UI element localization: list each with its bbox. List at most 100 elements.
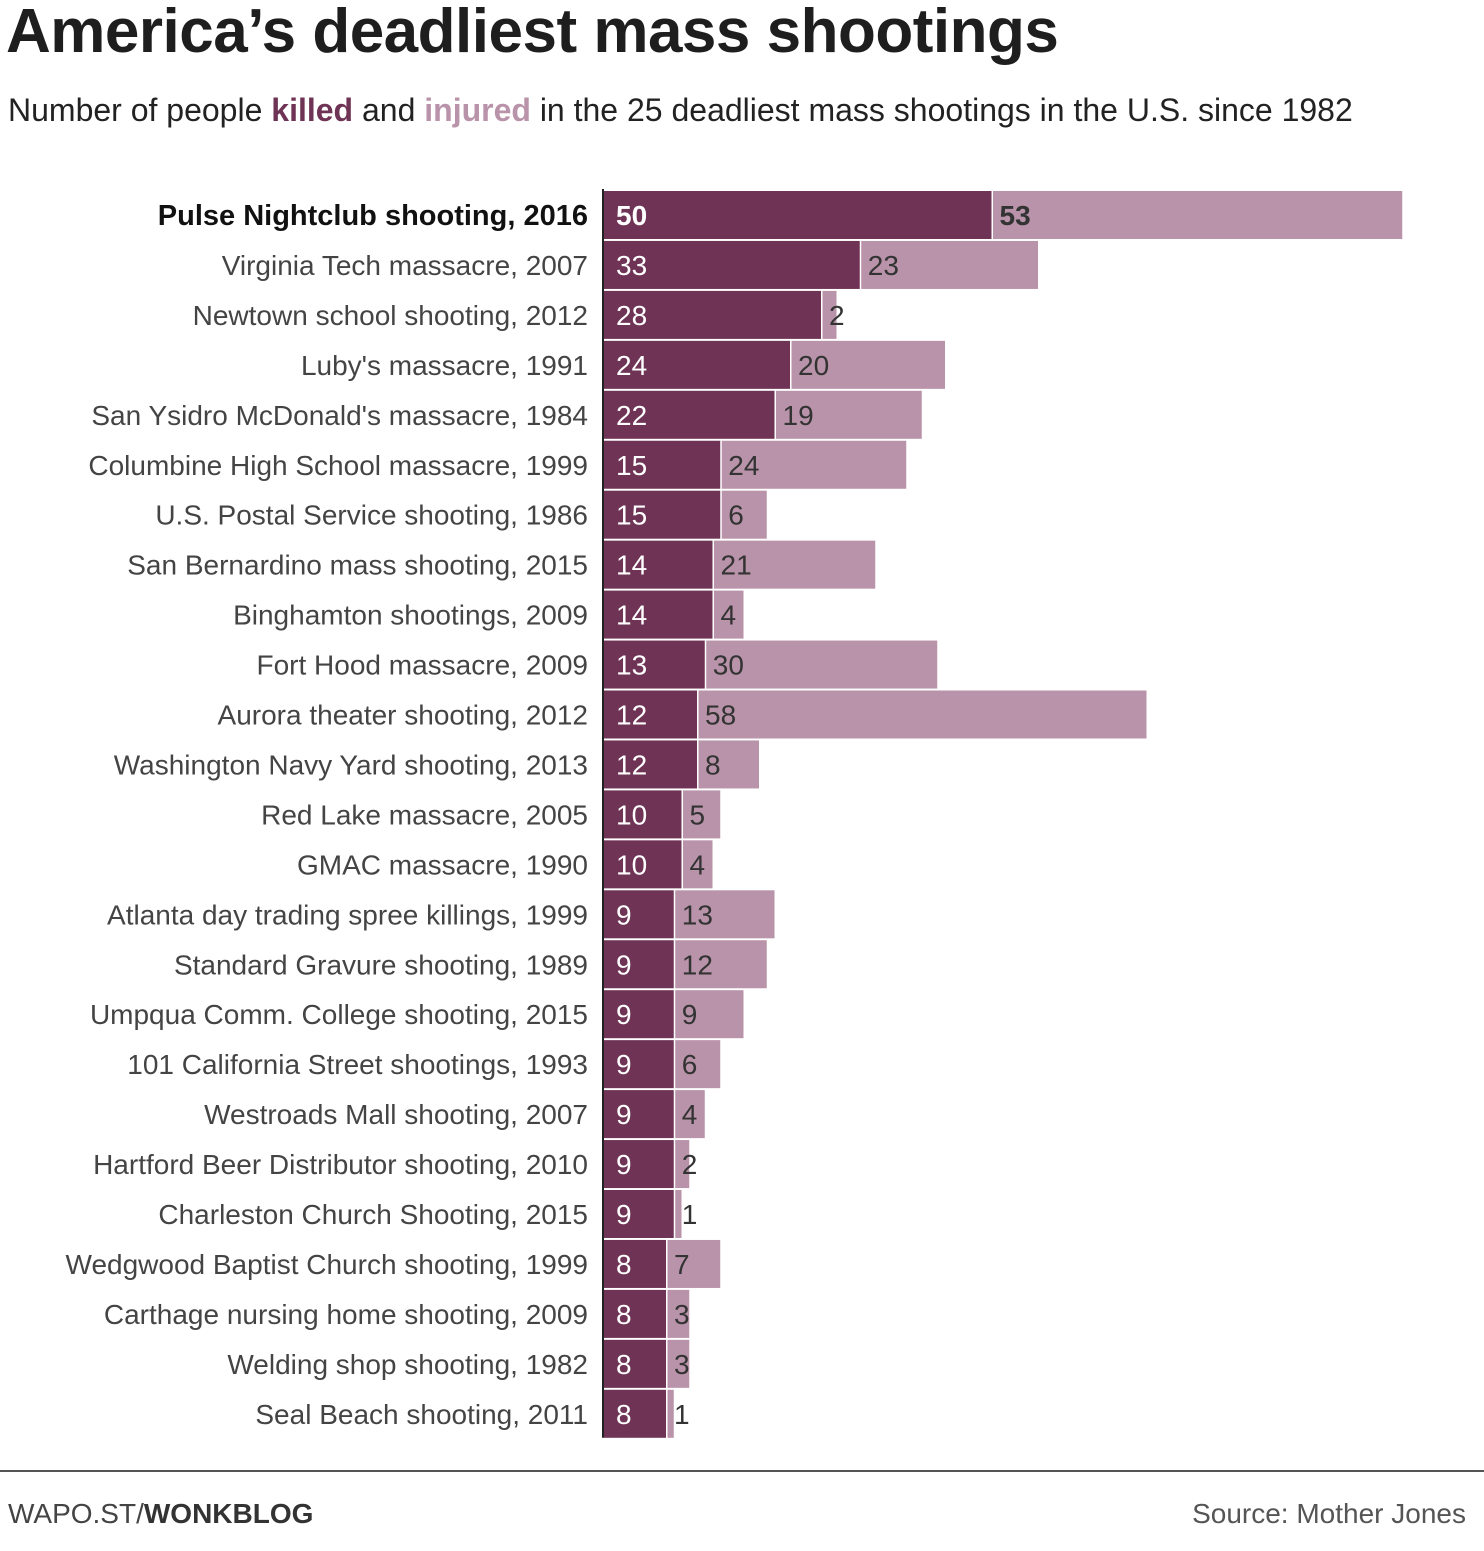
footer-credit: WAPO.ST/WONKBLOG [8,1498,313,1530]
injured-value-label: 4 [721,600,737,631]
category-label: Umpqua Comm. College shooting, 2015 [90,999,588,1030]
injured-value-label: 3 [674,1299,690,1330]
killed-value-label: 24 [616,350,647,381]
injured-value-label: 24 [728,450,759,481]
category-label: Wedgwood Baptist Church shooting, 1999 [66,1249,588,1280]
killed-value-label: 9 [616,949,632,980]
category-label: Luby's massacre, 1991 [301,350,588,381]
injured-bar [791,340,945,389]
killed-value-label: 12 [616,700,647,731]
injured-value-label: 5 [690,799,706,830]
injured-value-label: 6 [728,500,744,531]
killed-bar [604,1289,666,1338]
killed-bar [604,1239,666,1288]
killed-value-label: 8 [616,1349,632,1380]
killed-value-label: 14 [616,550,647,581]
injured-bar [706,640,938,689]
category-label: Columbine High School massacre, 1999 [88,450,588,481]
category-label: Welding shop shooting, 1982 [227,1349,588,1380]
injured-value-label: 23 [868,250,899,281]
category-label: Virginia Tech massacre, 2007 [222,250,588,281]
killed-bar [604,390,775,439]
killed-bar [604,490,721,539]
injured-value-label: 7 [674,1249,690,1280]
category-label: San Bernardino mass shooting, 2015 [127,550,588,581]
killed-bar [604,191,992,239]
category-label: Red Lake massacre, 2005 [261,799,588,830]
injured-bar [861,240,1038,289]
injured-value-label: 30 [713,650,744,681]
injured-bar [698,690,1147,739]
killed-value-label: 10 [616,799,647,830]
chart-subtitle: Number of people killed and injured in t… [8,92,1353,129]
category-label: Standard Gravure shooting, 1989 [174,949,588,980]
killed-value-label: 15 [616,450,647,481]
category-label: Charleston Church Shooting, 2015 [158,1199,588,1230]
bar-chart: Pulse Nightclub shooting, 2016 50 53Virgin… [66,189,1403,1438]
killed-value-label: 9 [616,1049,632,1080]
category-label: Washington Navy Yard shooting, 2013 [114,749,588,780]
injured-value-label: 1 [682,1199,698,1230]
injured-value-label: 2 [682,1149,698,1180]
injured-value-label: 12 [682,949,713,980]
injured-bar [675,990,744,1039]
injured-bar [993,191,1403,239]
killed-bar [604,290,821,339]
killed-value-label: 9 [616,1199,632,1230]
category-label: Seal Beach shooting, 2011 [255,1399,588,1430]
injured-value-label: 53 [1000,200,1031,231]
injured-value-label: 1 [674,1399,690,1430]
injured-value-label: 4 [690,849,706,880]
injured-bar [675,940,767,989]
killed-value-label: 15 [616,500,647,531]
injured-value-label: 21 [721,550,752,581]
killed-bar [604,1140,674,1189]
killed-value-label: 9 [616,899,632,930]
legend-killed: killed [271,92,354,128]
category-label: Fort Hood massacre, 2009 [257,650,589,681]
injured-value-label: 3 [674,1349,690,1380]
injured-bar [822,290,837,339]
killed-value-label: 12 [616,749,647,780]
killed-bar [604,740,697,789]
killed-value-label: 9 [616,1099,632,1130]
killed-value-label: 50 [616,200,647,231]
killed-bar [604,590,713,639]
killed-bar [604,1040,674,1089]
killed-bar [604,940,674,989]
injured-bar [683,790,721,839]
injured-value-label: 8 [705,749,721,780]
category-label: 101 California Street shootings, 1993 [127,1049,588,1080]
killed-bar [604,240,860,289]
footer-divider [0,1470,1484,1472]
category-label: Carthage nursing home shooting, 2009 [104,1299,588,1330]
category-label: Binghamton shootings, 2009 [233,600,588,631]
injured-bar [675,1190,682,1238]
category-label: GMAC massacre, 1990 [297,849,588,880]
killed-value-label: 13 [616,650,647,681]
killed-value-label: 8 [616,1249,632,1280]
killed-value-label: 28 [616,300,647,331]
killed-bar [604,790,682,839]
killed-bar [604,840,682,889]
killed-value-label: 8 [616,1299,632,1330]
killed-bar [604,440,721,489]
killed-bar [604,1389,666,1438]
injured-bar [667,1389,674,1438]
killed-value-label: 33 [616,250,647,281]
footer-section: WONKBLOG [143,1498,314,1529]
category-label: San Ysidro McDonald's massacre, 1984 [91,400,588,431]
injured-value-label: 13 [682,899,713,930]
injured-bar [776,390,922,439]
injured-bar [675,1090,705,1139]
injured-value-label: 20 [798,350,829,381]
injured-bar [721,490,767,539]
killed-bar [604,640,705,689]
category-label: Newtown school shooting, 2012 [193,300,588,331]
injured-bar [675,1040,721,1089]
killed-value-label: 22 [616,400,647,431]
category-label: U.S. Postal Service shooting, 1986 [155,500,588,531]
injured-bar [667,1289,690,1338]
injured-bar [683,840,713,889]
subtitle-mid: and [353,92,425,128]
